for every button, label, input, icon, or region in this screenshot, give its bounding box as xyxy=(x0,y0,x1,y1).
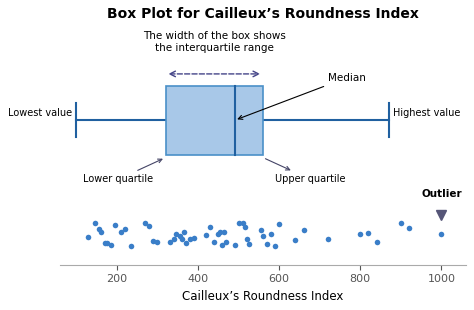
Point xyxy=(186,237,194,242)
Point xyxy=(111,223,118,228)
Point xyxy=(217,230,224,235)
Point xyxy=(166,240,173,245)
Point xyxy=(85,235,92,240)
Point xyxy=(141,220,149,225)
Point xyxy=(117,229,125,234)
Point xyxy=(107,243,115,248)
Point xyxy=(405,225,413,230)
Point xyxy=(292,238,299,243)
Point xyxy=(245,242,253,247)
Point xyxy=(176,233,183,238)
Point xyxy=(397,220,405,225)
Point xyxy=(239,220,246,225)
Point xyxy=(95,226,102,231)
Point xyxy=(275,222,283,227)
Point xyxy=(263,241,271,246)
Point xyxy=(219,243,226,248)
Text: Outlier: Outlier xyxy=(421,189,462,199)
Title: Box Plot for Cailleux’s Roundness Index: Box Plot for Cailleux’s Roundness Index xyxy=(107,7,419,21)
Point xyxy=(300,228,307,233)
Point xyxy=(210,239,218,244)
Point xyxy=(172,231,180,236)
Point xyxy=(127,244,135,249)
Point xyxy=(170,237,177,241)
Point xyxy=(356,231,364,236)
Point xyxy=(438,232,445,237)
Point xyxy=(178,237,185,242)
Point xyxy=(206,225,214,230)
Point xyxy=(215,232,222,237)
Point xyxy=(231,242,238,247)
Point xyxy=(267,232,275,237)
Point xyxy=(259,233,267,238)
Point xyxy=(154,240,161,245)
Point xyxy=(190,235,198,240)
Point xyxy=(146,224,153,229)
Point xyxy=(324,237,332,241)
Point xyxy=(220,229,228,234)
Point xyxy=(101,240,109,245)
Point xyxy=(121,227,129,232)
Point xyxy=(243,237,250,241)
Point xyxy=(365,231,372,236)
Text: Highest value: Highest value xyxy=(393,108,460,118)
Point xyxy=(235,221,242,226)
FancyBboxPatch shape xyxy=(165,86,263,154)
Point xyxy=(97,229,104,234)
Text: Lower quartile: Lower quartile xyxy=(83,159,162,184)
Point xyxy=(241,224,248,229)
Point xyxy=(150,239,157,244)
Point xyxy=(180,229,188,234)
Text: Upper quartile: Upper quartile xyxy=(265,159,346,184)
Point xyxy=(182,241,190,246)
Point xyxy=(373,240,380,245)
Text: Lowest value: Lowest value xyxy=(8,108,72,118)
X-axis label: Cailleux’s Roundness Index: Cailleux’s Roundness Index xyxy=(182,290,344,303)
Text: The width of the box shows
the interquartile range: The width of the box shows the interquar… xyxy=(143,31,286,53)
Point xyxy=(271,243,279,248)
Text: Median: Median xyxy=(238,73,366,119)
Point xyxy=(223,240,230,245)
Point xyxy=(202,233,210,238)
Point xyxy=(103,240,110,245)
Point xyxy=(257,228,264,232)
Point xyxy=(91,221,98,226)
